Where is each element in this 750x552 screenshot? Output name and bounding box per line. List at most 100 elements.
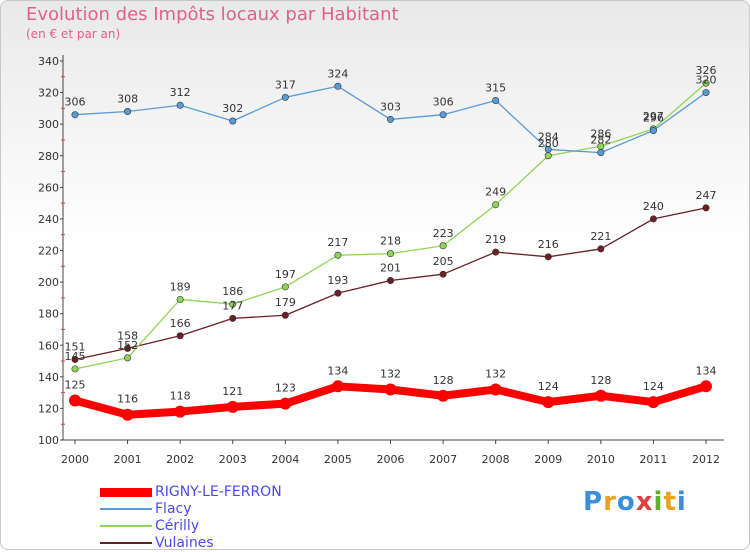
data-point <box>71 111 79 119</box>
data-label: 247 <box>696 189 717 202</box>
data-point <box>384 383 397 396</box>
data-point <box>649 215 657 223</box>
logo-letter: o <box>616 487 636 517</box>
legend-label-flacy: Flacy <box>155 501 192 517</box>
x-tick-label: 2004 <box>271 453 299 466</box>
data-point <box>544 152 552 160</box>
y-tick-label: 260 <box>38 181 59 194</box>
data-point <box>594 389 607 402</box>
data-point <box>176 332 184 340</box>
data-label: 306 <box>65 96 86 109</box>
data-label: 302 <box>222 102 243 115</box>
data-point <box>279 397 292 410</box>
data-point <box>702 89 710 97</box>
data-point <box>544 145 552 153</box>
y-tick-label: 100 <box>38 434 59 447</box>
legend-label-vulaines: Vulaines <box>155 535 214 551</box>
data-point <box>649 126 657 134</box>
data-label: 218 <box>380 235 401 248</box>
x-tick-label: 2003 <box>219 453 247 466</box>
data-label: 297 <box>643 110 664 123</box>
data-point <box>281 93 289 101</box>
y-tick-label: 280 <box>38 150 59 163</box>
x-tick-label: 2002 <box>166 453 194 466</box>
data-label: 123 <box>275 382 296 395</box>
x-tick-label: 2009 <box>534 453 562 466</box>
legend-entry[interactable]: RIGNY-LE-FERRON <box>100 484 360 501</box>
logo-letter: x <box>635 487 654 517</box>
data-label: 124 <box>643 380 664 393</box>
data-label: 317 <box>275 78 296 91</box>
data-label: 217 <box>327 236 348 249</box>
y-tick-label: 300 <box>38 118 59 131</box>
logo-letter: t <box>663 487 677 517</box>
logo-letter: r <box>603 487 617 517</box>
data-label: 282 <box>590 134 611 147</box>
data-label: 324 <box>327 67 348 80</box>
data-point <box>71 355 79 363</box>
x-tick-label: 2001 <box>114 453 142 466</box>
x-tick-label: 2007 <box>429 453 457 466</box>
y-tick-label: 340 <box>38 55 59 68</box>
proxiti-logo: Proxiti <box>583 487 687 517</box>
data-label: 166 <box>170 317 191 330</box>
data-point <box>492 248 500 256</box>
data-point <box>331 380 344 393</box>
data-label: 158 <box>117 329 138 342</box>
data-label: 121 <box>222 385 243 398</box>
data-point <box>176 295 184 303</box>
data-point <box>121 408 134 421</box>
data-label: 124 <box>538 380 559 393</box>
legend-label-rigny: RIGNY-LE-FERRON <box>155 484 282 500</box>
data-point <box>542 396 555 409</box>
chart-subtitle: (en € et par an) <box>26 27 121 41</box>
x-tick-label: 2008 <box>482 453 510 466</box>
x-tick-label: 2010 <box>587 453 615 466</box>
legend-entry[interactable]: Flacy <box>100 501 360 518</box>
data-label: 189 <box>170 280 191 293</box>
y-tick-label: 180 <box>38 308 59 321</box>
data-label: 125 <box>65 379 86 392</box>
chart-title: Evolution des Impôts locaux par Habitant <box>26 4 399 25</box>
x-tick-label: 2005 <box>324 453 352 466</box>
data-label: 128 <box>590 374 611 387</box>
data-point <box>492 201 500 209</box>
y-tick-label: 220 <box>38 245 59 258</box>
data-point <box>334 82 342 90</box>
y-tick-label: 140 <box>38 371 59 384</box>
data-label: 312 <box>170 86 191 99</box>
data-point <box>700 380 712 393</box>
data-point <box>71 365 79 373</box>
data-label: 320 <box>696 74 717 87</box>
data-label: 223 <box>433 227 454 240</box>
data-point <box>176 101 184 109</box>
line-chart: 100 120 140 160 180 200 220 240 260 280 300 320 340 2… <box>38 55 724 466</box>
data-label: 151 <box>65 340 86 353</box>
data-point <box>124 354 132 362</box>
data-point <box>702 204 710 212</box>
data-point <box>229 117 237 125</box>
data-label: 132 <box>485 367 506 380</box>
data-point <box>229 314 237 322</box>
legend-entry[interactable]: Cérilly <box>100 518 360 535</box>
data-label: 179 <box>275 296 296 309</box>
legend-swatch-rigny <box>100 487 152 497</box>
data-label: 296 <box>643 111 664 124</box>
legend-swatch-vulaines <box>100 542 152 544</box>
x-tick-label: 2011 <box>639 453 667 466</box>
data-point <box>281 311 289 319</box>
logo-letter: i <box>676 487 687 517</box>
data-label: 205 <box>433 255 454 268</box>
legend-entry[interactable]: Vulaines <box>100 535 360 552</box>
data-point <box>386 115 394 123</box>
legend-swatch-cerilly <box>100 525 152 527</box>
data-label: 280 <box>538 137 559 150</box>
data-point <box>69 394 81 407</box>
logo-letter: P <box>583 487 604 517</box>
data-point <box>281 283 289 291</box>
data-point <box>229 300 237 308</box>
legend-swatch-flacy <box>100 508 152 510</box>
data-point <box>386 277 394 285</box>
data-point <box>647 396 660 409</box>
data-point <box>124 344 132 352</box>
